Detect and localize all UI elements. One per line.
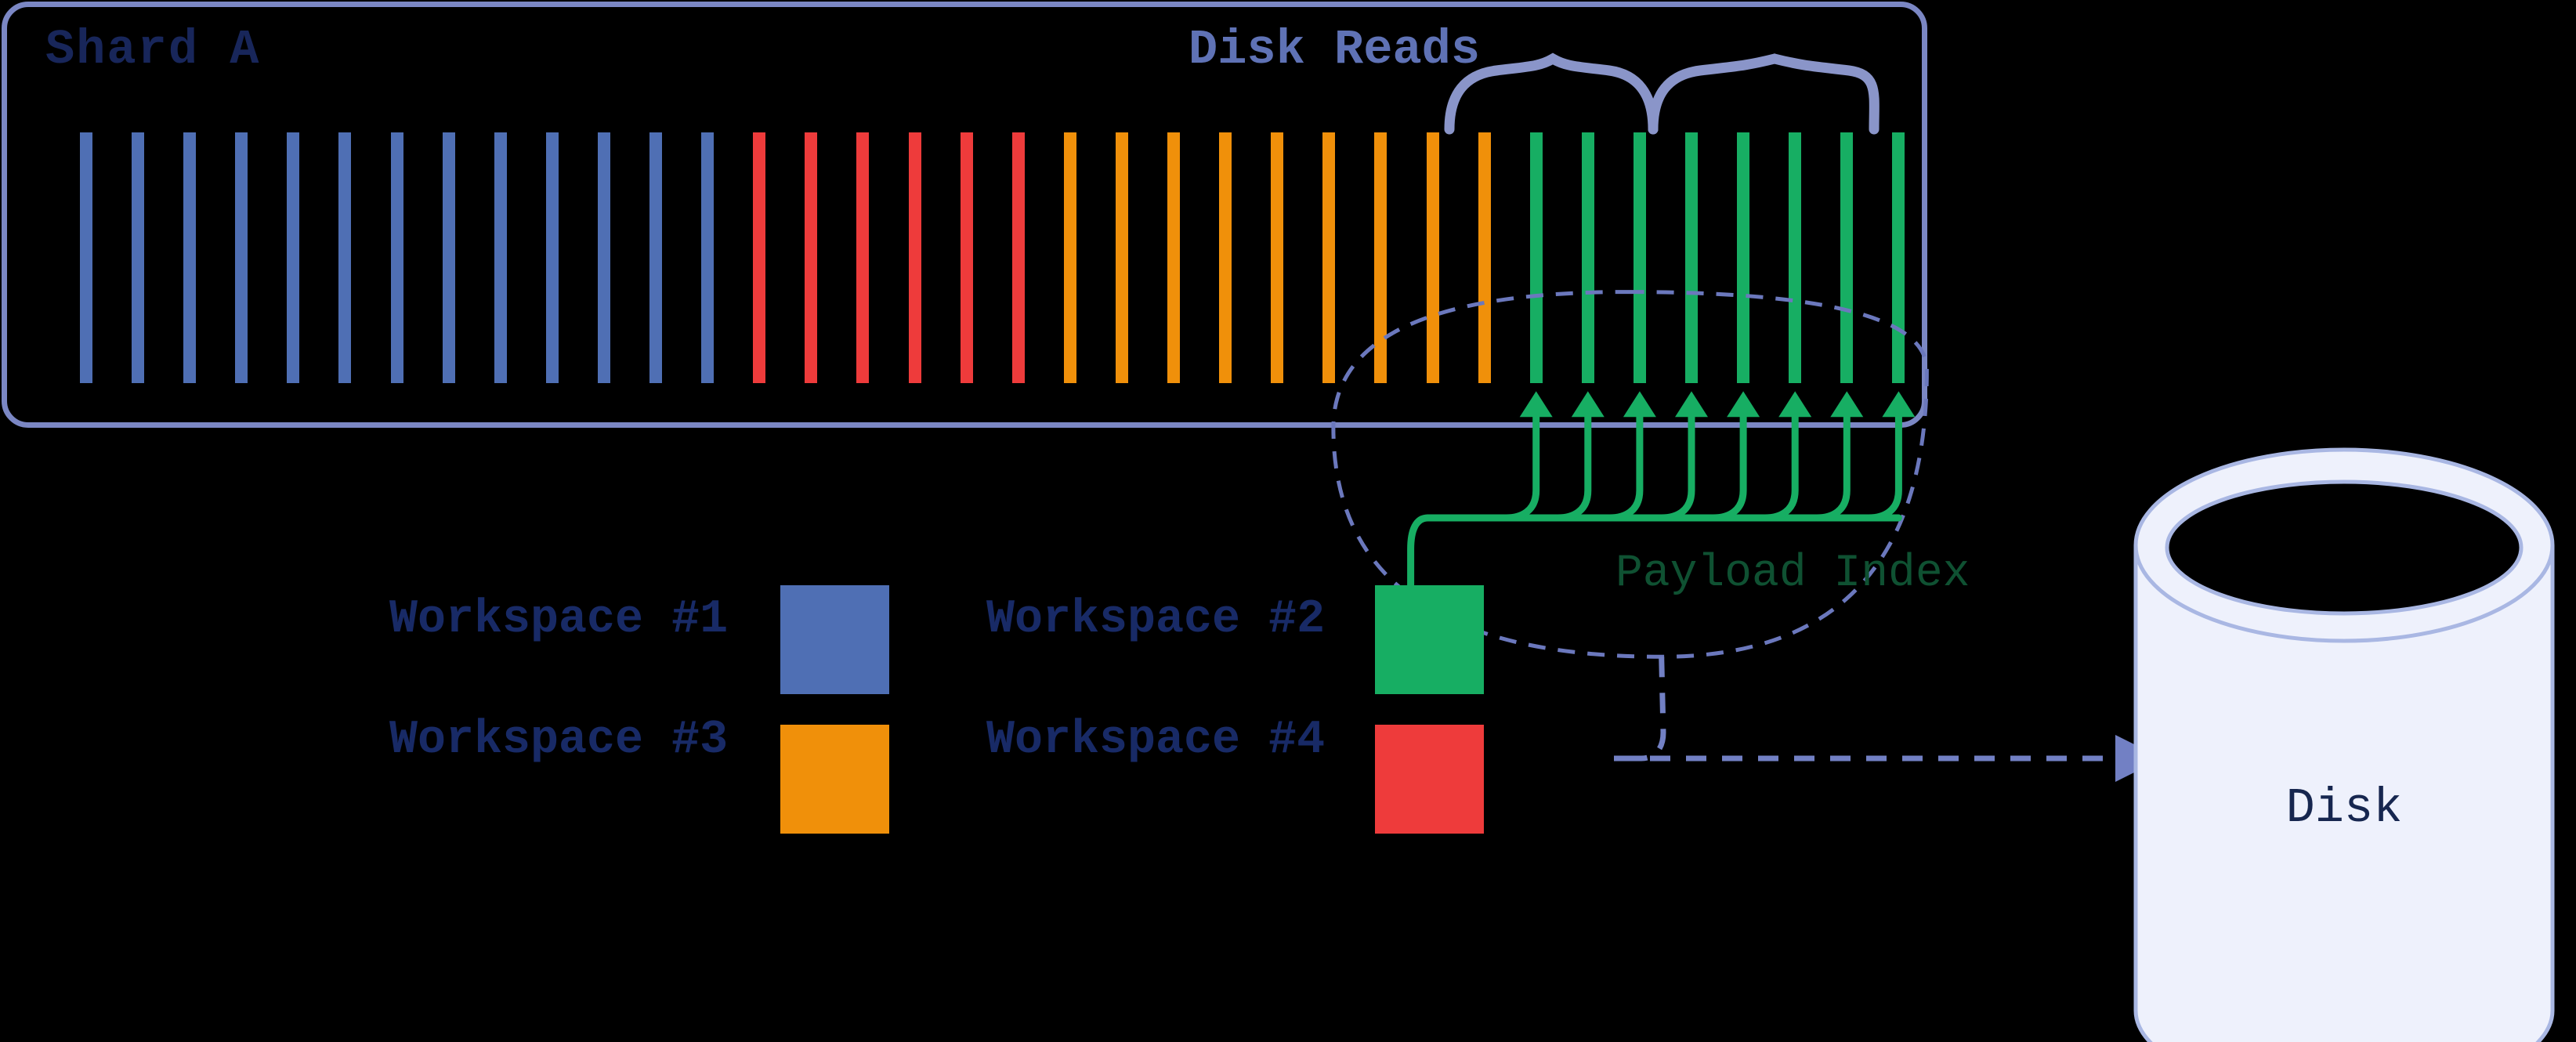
svg-text:Disk: Disk bbox=[2286, 780, 2403, 836]
